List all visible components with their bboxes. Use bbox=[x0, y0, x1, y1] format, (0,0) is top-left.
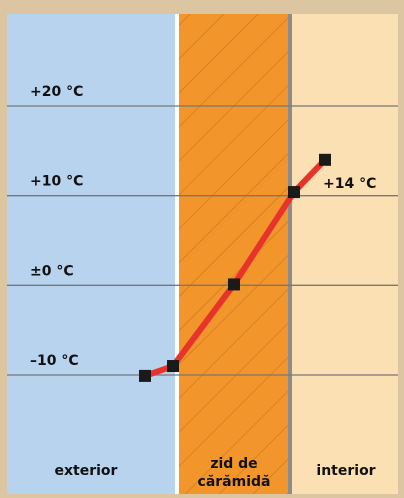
zone-label-interior: interior bbox=[316, 463, 375, 479]
data-point-4 bbox=[319, 153, 331, 166]
gridlines bbox=[7, 105, 398, 376]
zone-labels: exterior zid de cărămidă interior bbox=[55, 456, 376, 490]
data-point-3 bbox=[288, 186, 300, 199]
zone-label-exterior: exterior bbox=[55, 463, 118, 479]
zone-interior bbox=[292, 14, 398, 494]
y-tick-label-2: ±0 °C bbox=[30, 263, 74, 279]
y-tick-label-3: –10 °C bbox=[30, 353, 79, 369]
data-points bbox=[139, 153, 331, 382]
annotations: +14 °C bbox=[323, 176, 376, 192]
zone-label-wall-line-1: zid de bbox=[210, 456, 257, 472]
zone-exterior bbox=[7, 14, 175, 494]
zone-wall-hatch bbox=[175, 14, 292, 494]
wall-edge-exterior bbox=[175, 14, 179, 494]
zone-label-wall-line-2: cărămidă bbox=[198, 474, 271, 490]
wall-edge-interior bbox=[288, 14, 292, 494]
data-point-2 bbox=[228, 278, 240, 291]
annotation-label-0: +14 °C bbox=[323, 176, 376, 192]
y-tick-label-0: +20 °C bbox=[30, 84, 83, 100]
y-tick-label-1: +10 °C bbox=[30, 174, 83, 190]
background-zones bbox=[7, 14, 398, 494]
data-point-1 bbox=[167, 360, 179, 373]
data-point-0 bbox=[139, 369, 151, 382]
y-tick-labels: +20 °C +10 °C ±0 °C –10 °C bbox=[30, 84, 83, 369]
